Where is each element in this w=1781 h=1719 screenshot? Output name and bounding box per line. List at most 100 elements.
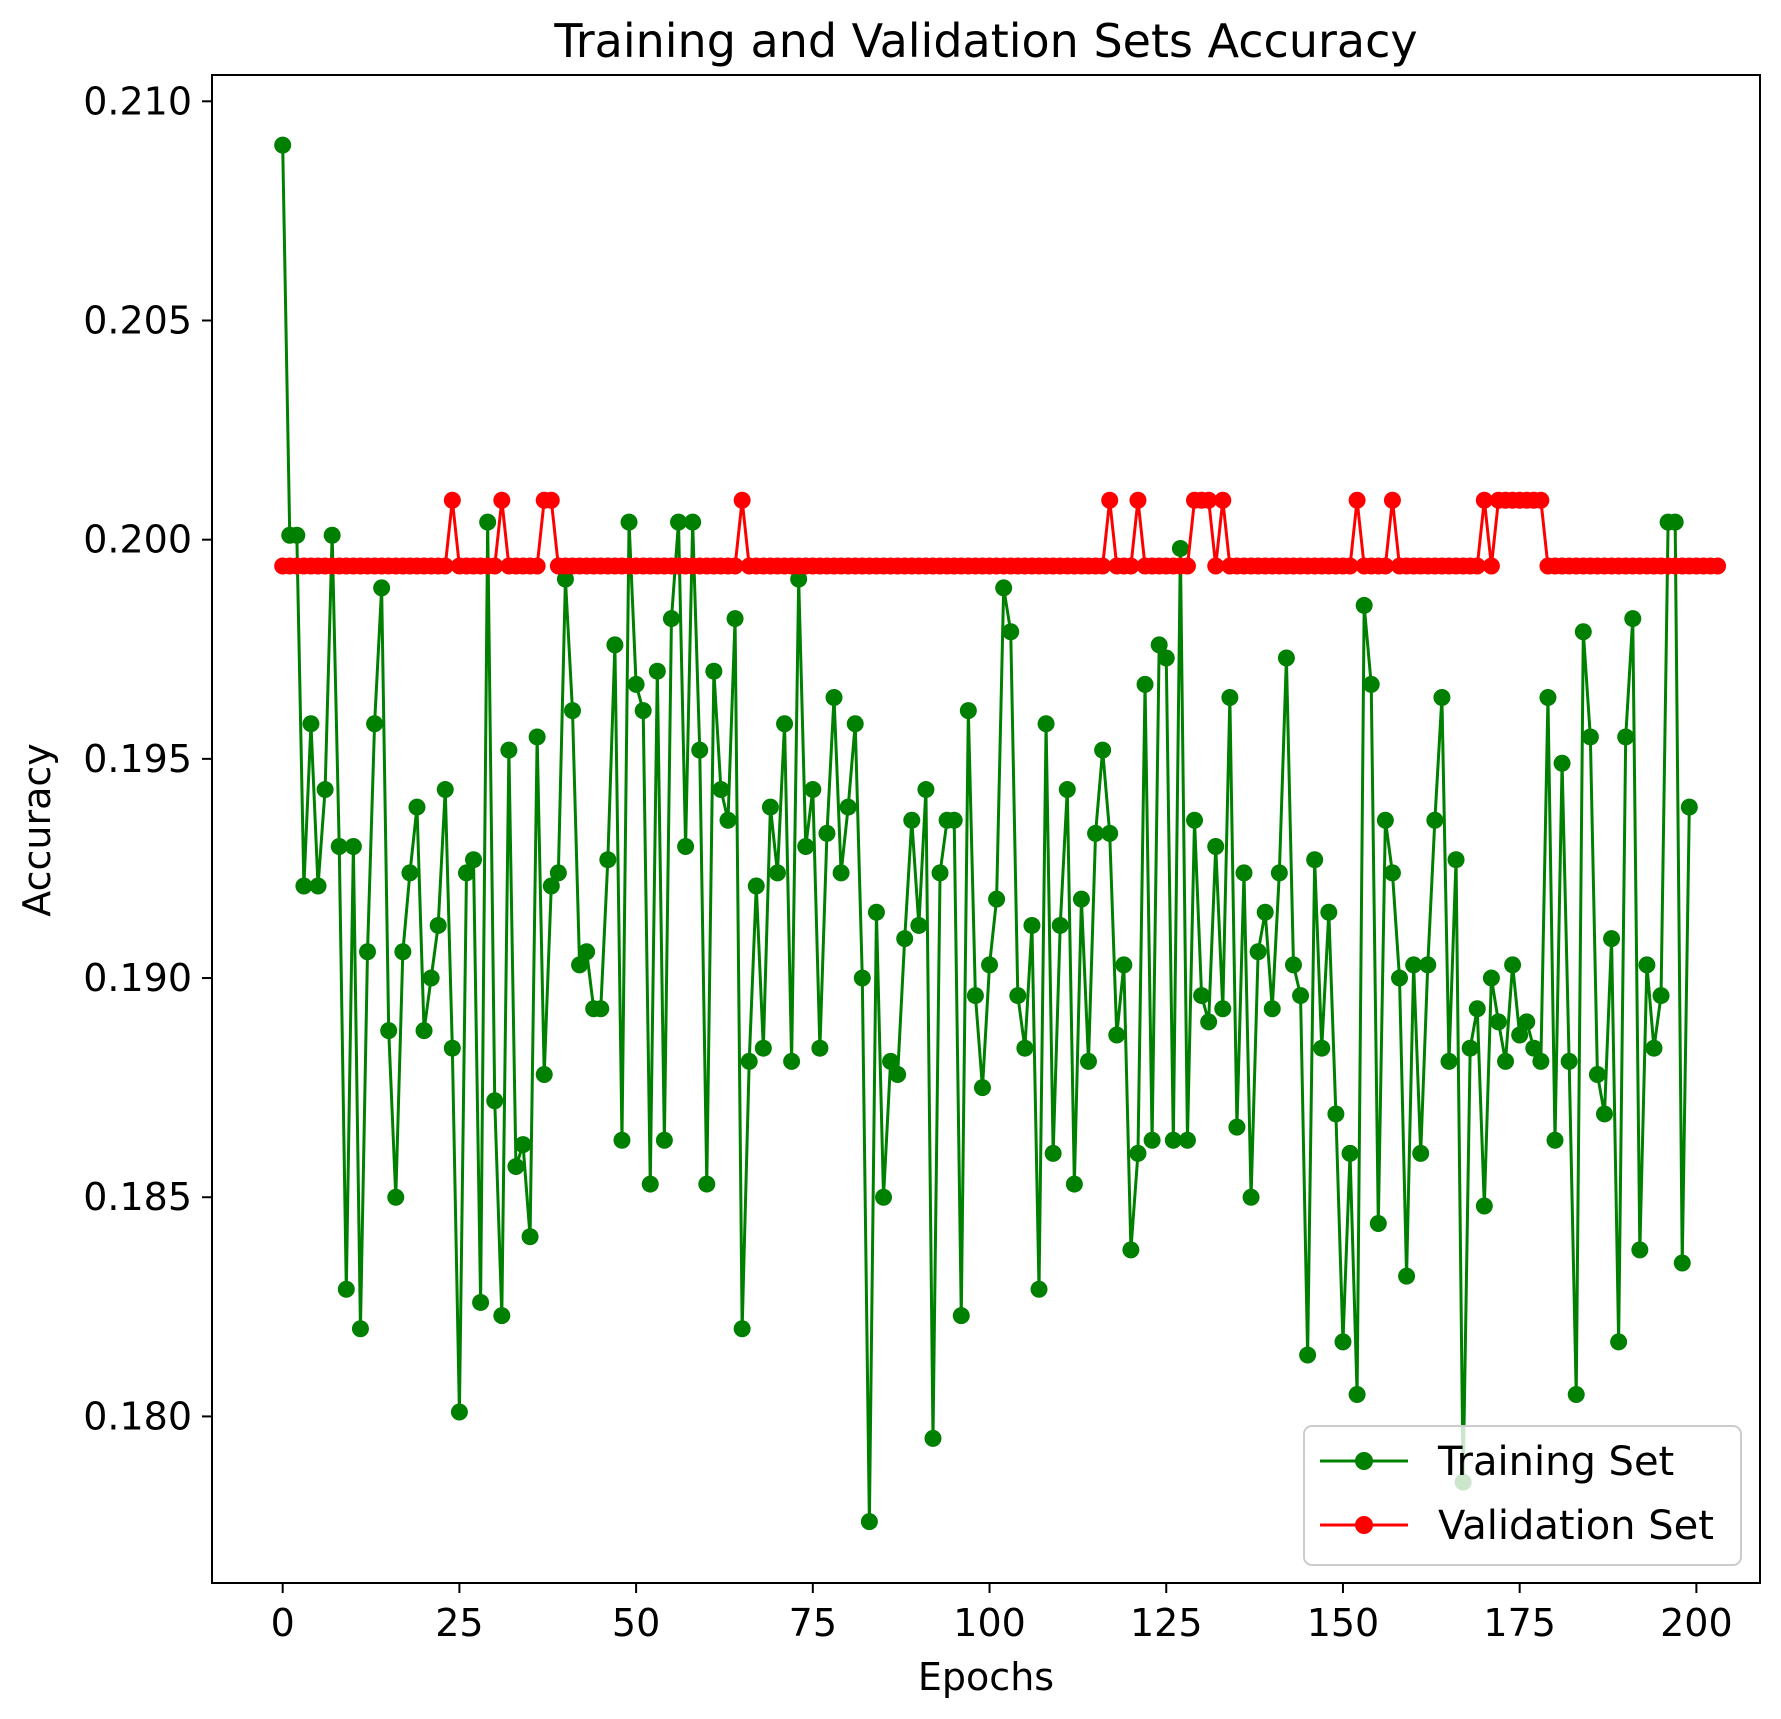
data-point <box>1072 890 1090 908</box>
data-point <box>1532 491 1550 509</box>
data-point <box>1638 956 1656 974</box>
data-point <box>1129 1144 1147 1162</box>
data-point <box>351 1320 369 1338</box>
data-point <box>634 702 652 720</box>
legend-box <box>1303 1425 1742 1566</box>
data-point <box>344 838 362 856</box>
data-point <box>599 851 617 869</box>
data-point <box>274 136 292 154</box>
data-point <box>733 491 751 509</box>
data-point <box>797 838 815 856</box>
data-point <box>493 491 511 509</box>
data-point <box>1214 491 1232 509</box>
data-point <box>571 956 589 974</box>
data-point <box>373 579 391 597</box>
data-point <box>761 798 779 816</box>
data-point <box>776 715 794 733</box>
data-point <box>1284 956 1302 974</box>
data-point <box>613 1131 631 1149</box>
data-point <box>288 526 306 544</box>
data-point <box>1511 1026 1529 1044</box>
data-point <box>1419 956 1437 974</box>
data-point <box>1178 1131 1196 1149</box>
data-point <box>981 956 999 974</box>
data-point <box>1383 491 1401 509</box>
x-tick-label: 200 <box>1660 1601 1733 1645</box>
data-point <box>507 1158 525 1176</box>
data-point <box>747 877 765 895</box>
data-point <box>465 851 483 869</box>
data-point <box>1574 623 1592 641</box>
y-tick-label: 0.205 <box>83 298 192 342</box>
data-point <box>1009 987 1027 1005</box>
data-point <box>1016 1039 1034 1057</box>
x-tick-label: 50 <box>612 1601 660 1645</box>
data-point <box>1037 715 1055 733</box>
data-point <box>889 1065 907 1083</box>
data-point <box>436 557 454 575</box>
data-point <box>1341 1144 1359 1162</box>
data-point <box>931 864 949 882</box>
legend: Training Set Validation Set <box>1303 1425 1742 1566</box>
data-point <box>1256 903 1274 921</box>
data-point <box>966 987 984 1005</box>
data-point <box>1101 824 1119 842</box>
x-tick-label: 25 <box>435 1601 483 1645</box>
data-point <box>443 491 461 509</box>
data-point <box>542 877 560 895</box>
data-point <box>768 864 786 882</box>
y-axis-ticks: 0.180 0.185 0.190 0.195 0.200 0.205 0.210 <box>83 79 212 1438</box>
data-point <box>1044 1144 1062 1162</box>
x-axis-ticks: 0 25 50 75 100 125 150 175 200 <box>271 1583 1733 1645</box>
data-point <box>818 824 836 842</box>
data-point <box>1065 1175 1083 1193</box>
y-tick-label: 0.185 <box>83 1175 192 1219</box>
data-point <box>1221 688 1239 706</box>
data-point <box>1376 811 1394 829</box>
data-point <box>1143 1131 1161 1149</box>
data-point <box>387 1188 405 1206</box>
data-point <box>366 715 384 733</box>
data-point <box>493 1307 511 1325</box>
data-point <box>1525 1039 1543 1057</box>
data-point <box>295 877 313 895</box>
data-point <box>359 943 377 961</box>
data-point <box>1504 956 1522 974</box>
data-point <box>330 838 348 856</box>
data-point <box>995 579 1013 597</box>
data-point <box>457 864 475 882</box>
data-point <box>1631 1241 1649 1259</box>
data-point <box>1171 539 1189 557</box>
data-point <box>1122 1241 1140 1259</box>
x-tick-label: 150 <box>1307 1601 1380 1645</box>
data-point <box>1306 851 1324 869</box>
data-point <box>422 969 440 987</box>
data-point <box>846 715 864 733</box>
data-point <box>429 916 447 934</box>
data-point <box>677 838 695 856</box>
data-point <box>1101 491 1119 509</box>
data-point <box>1666 513 1684 531</box>
data-point <box>1263 1000 1281 1018</box>
data-point <box>1433 688 1451 706</box>
data-point <box>1447 851 1465 869</box>
data-point <box>1087 824 1105 842</box>
x-tick-label: 175 <box>1483 1601 1556 1645</box>
data-point <box>790 570 808 588</box>
data-point <box>1588 1065 1606 1083</box>
data-point <box>1200 491 1218 509</box>
data-point <box>825 688 843 706</box>
data-point <box>1680 798 1698 816</box>
data-point <box>875 1188 893 1206</box>
data-point <box>1299 1346 1317 1364</box>
data-point <box>1178 557 1196 575</box>
data-point <box>1094 741 1112 759</box>
data-point <box>514 1136 532 1154</box>
data-point <box>783 1052 801 1070</box>
data-point <box>1002 623 1020 641</box>
data-point <box>1313 1039 1331 1057</box>
legend-marker-validation <box>1355 1516 1373 1534</box>
data-point <box>408 798 426 816</box>
data-point <box>832 864 850 882</box>
